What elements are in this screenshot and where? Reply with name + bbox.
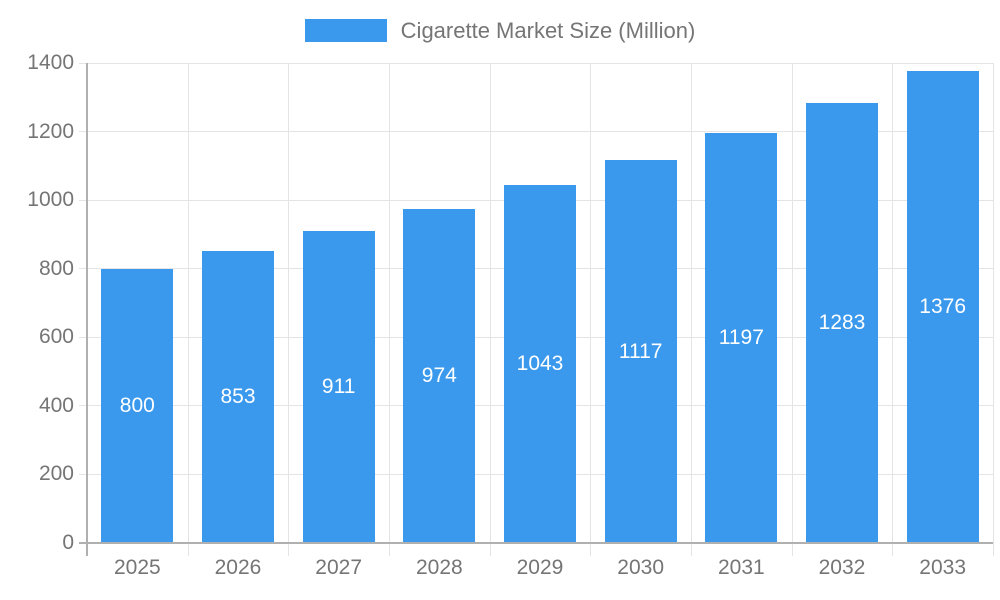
vgrid-line-8 [891,63,893,556]
bar-2029[interactable]: 1043 [504,185,576,543]
y-tick-label-600: 600 [38,325,74,349]
hgrid-line-1200 [79,131,993,133]
bar-2032[interactable]: 1283 [806,103,878,543]
legend-label: Cigarette Market Size (Million) [400,18,696,43]
x-tick-label-2025: 2025 [113,556,161,579]
vgrid-line-2 [287,63,289,556]
y-axis-line [86,63,88,556]
x-tick-label-2033: 2033 [919,556,967,579]
x-tick-label-2027: 2027 [315,556,363,579]
x-tick-label-2031: 2031 [717,556,765,579]
bar-value-label: 974 [421,364,457,388]
x-tick-label-2026: 2026 [214,556,262,579]
vgrid-line-4 [489,63,491,556]
vgrid-line-3 [388,63,390,556]
vgrid-line-1 [187,63,189,556]
bar-value-label: 1043 [516,352,564,376]
vgrid-line-7 [791,63,793,556]
y-tick-label-0: 0 [62,531,74,554]
x-tick-label-2030: 2030 [617,556,665,579]
x-axis-line [79,542,993,544]
plot-area: 800 853 911 974 1043 1117 1197 1283 1376 [79,62,994,556]
x-tick-label-2032: 2032 [818,556,866,579]
y-tick-label-1400: 1400 [27,51,74,74]
bar-2031[interactable]: 1197 [705,132,778,543]
y-tick-label-800: 800 [38,256,74,280]
y-axis-labels: 0 200 400 600 800 1000 1200 1400 [0,0,74,600]
vgrid-line-9 [992,63,994,556]
y-tick-label-1000: 1000 [27,188,74,212]
bar-2025[interactable]: 800 [101,268,174,543]
x-axis-labels: 2025 2026 2027 2028 2029 2030 2031 2032 2033 [87,556,993,584]
bar-2030[interactable]: 1117 [604,160,677,543]
bar-2028[interactable]: 974 [403,209,476,543]
x-tick-label-2028: 2028 [415,556,463,579]
bar-value-label: 1283 [818,311,866,335]
bar-value-label: 1376 [919,295,967,319]
bar-value-label: 800 [119,393,155,417]
bar-2033[interactable]: 1376 [906,71,979,543]
bar-2027[interactable]: 911 [302,230,375,543]
bar-2026[interactable]: 853 [202,250,274,543]
bar-value-label: 1197 [718,325,764,349]
vgrid-line-6 [690,63,692,556]
bar-value-label: 1117 [618,339,663,363]
y-tick-label-400: 400 [38,393,74,417]
chart-legend: Cigarette Market Size (Million) [0,19,1000,42]
y-tick-label-200: 200 [38,462,74,486]
bar-value-label: 911 [321,374,356,398]
bar-value-label: 853 [220,384,256,408]
y-tick-label-1200: 1200 [27,119,74,143]
hgrid-line-1400 [79,62,993,64]
x-tick-label-2029: 2029 [516,556,564,579]
vgrid-line-5 [589,63,591,556]
legend-swatch [304,19,387,42]
